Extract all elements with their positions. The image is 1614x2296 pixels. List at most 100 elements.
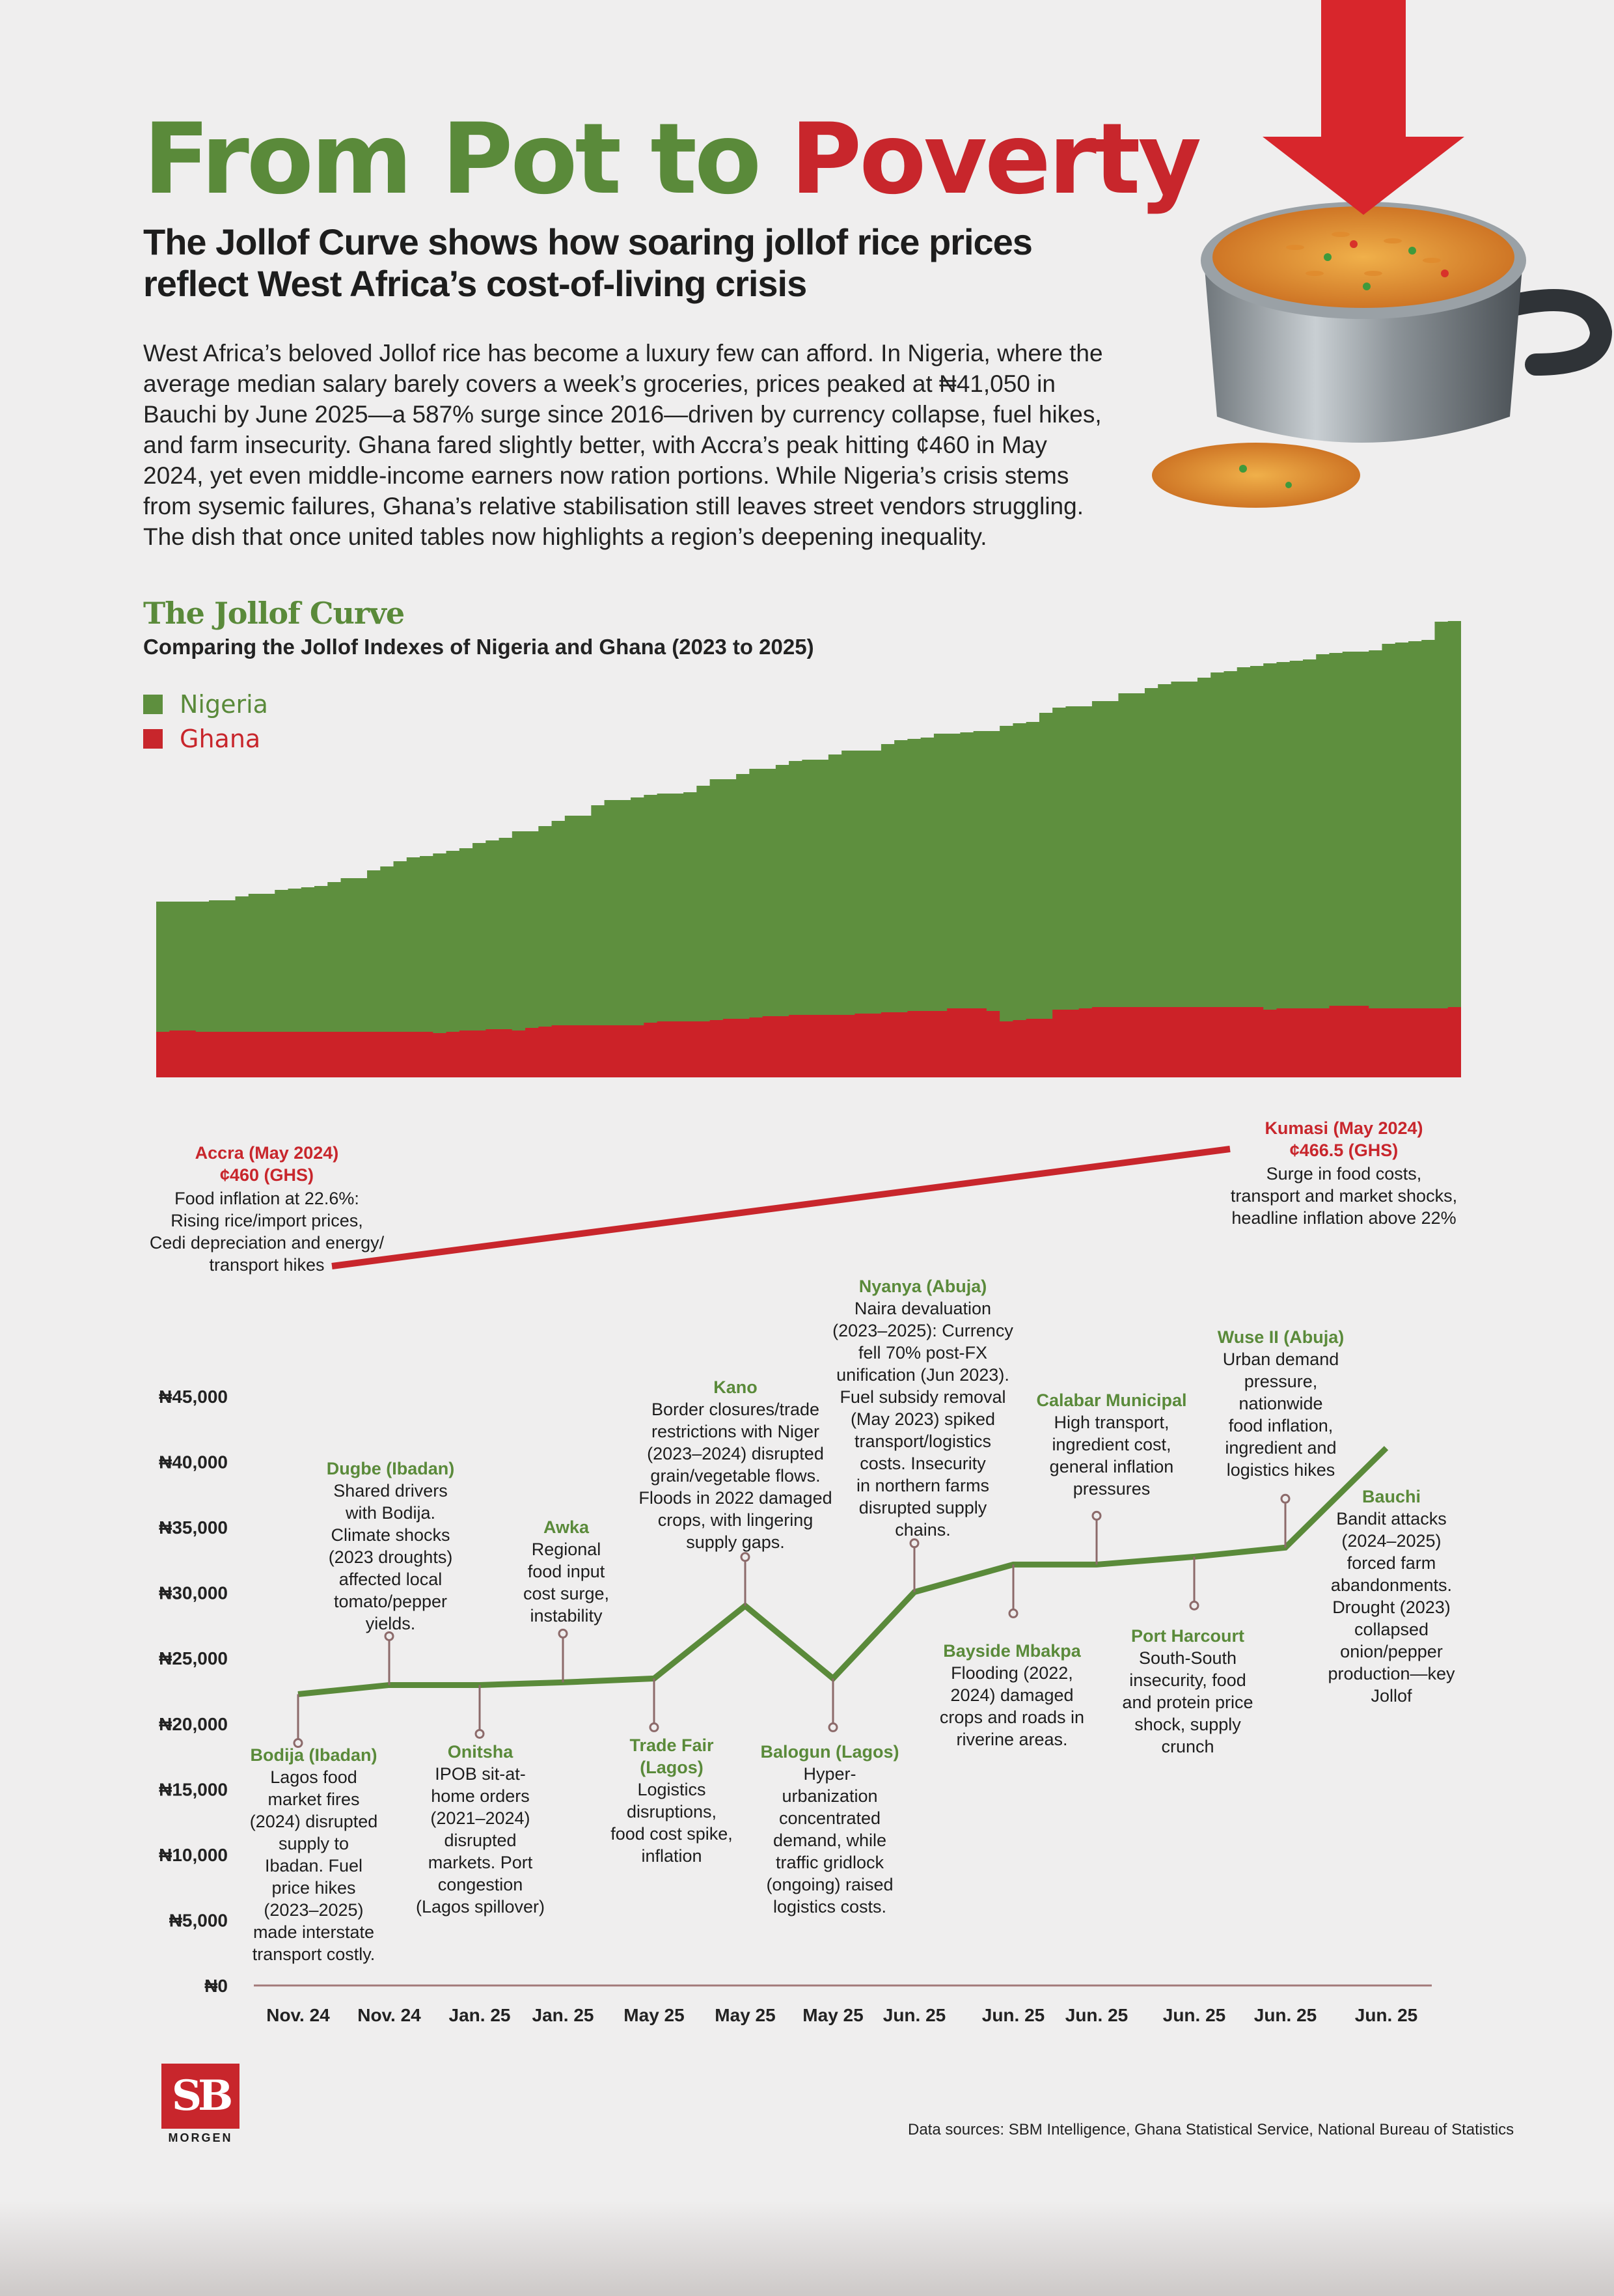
annotation-body-line: (2021–2024) [430,1808,530,1828]
annotation-body-line: (ongoing) raised [766,1875,893,1894]
x-tick-label: Jun. 25 [982,2005,1045,2025]
annotation-body-line: pressure, [1244,1372,1318,1391]
x-tick-label: Nov. 24 [357,2005,421,2025]
annotation-title: Bodija (Ibadan) [251,1745,377,1765]
annotation-body-line: (2023–2024) disrupted [647,1444,824,1463]
legend-label-nigeria: Nigeria [180,690,268,719]
ghana-point-note-line: transport hikes [209,1255,324,1275]
annotation-body-line: demand, while [773,1831,886,1850]
annotation-title: Nyanya (Abuja) [859,1277,987,1296]
x-tick-label: Nov. 24 [266,2005,330,2025]
annotation-title: Dugbe (Ibadan) [327,1459,455,1478]
annotation-body-line: Naira devaluation [855,1299,991,1318]
annotation-body-line: abandonments. [1331,1575,1452,1595]
legend-ghana: Ghana [143,725,260,753]
annotation-body-line: crops and roads in [940,1708,1084,1727]
y-tick-label: ₦15,000 [159,1779,228,1799]
annotation-body-line: Border closures/trade [651,1400,819,1419]
annotation-body-line: 2024) damaged [950,1685,1073,1705]
jollof-curve-chart: Accra (May 2024)¢460 (GHS) Food inflation… [150,621,1461,2025]
annotation-marker [558,1628,568,1639]
annotation-body-line: High transport, [1054,1413,1169,1432]
annotation-body-line: inflation [641,1846,702,1866]
y-tick-label: ₦30,000 [159,1583,228,1603]
ghana-point-note-line: headline inflation above 22% [1231,1208,1456,1228]
annotation-body-line: costs. Insecurity [860,1454,986,1473]
annotation-body-line: (2023–2025) [264,1900,363,1920]
annotation-body-line: ingredient and [1225,1438,1336,1458]
annotation-body-line: Hyper- [803,1764,856,1784]
ghana-line-chart: Accra (May 2024)¢460 (GHS) Food inflation… [150,1118,1457,1275]
area-chart [156,621,1461,1077]
ghana-point-note-line: Surge in food costs, [1266,1164,1422,1183]
x-tick-label: Jun. 25 [883,2005,946,2025]
page-title: From Pot to Poverty [143,111,1201,208]
annotation-body-line: markets. Port [428,1853,533,1872]
y-tick-label: ₦20,000 [159,1714,228,1734]
x-tick-label: Jun. 25 [1065,2005,1128,2025]
legend-label-ghana: Ghana [180,725,261,753]
chart-title: The Jollof Curve [143,596,405,631]
annotation-title: Bauchi [1362,1487,1421,1506]
annotation-body-line: Climate shocks [331,1525,450,1545]
y-tick-label: ₦35,000 [159,1517,228,1538]
x-tick-label: Jan. 25 [532,2005,594,2025]
y-tick-label: ₦5,000 [169,1910,228,1930]
annotation-title: Trade Fair [629,1736,714,1755]
annotation-body-line: Ibadan. Fuel [265,1856,362,1875]
annotation-body-line: grain/vegetable flows. [650,1466,820,1486]
annotation-body-line: shock, supply [1134,1715,1241,1734]
annotation-body-line: food input [528,1562,605,1581]
annotation-title: Port Harcourt [1131,1626,1244,1646]
annotation-body-line: and protein price [1122,1693,1253,1712]
annotation-body-line: (2023–2025): Currency [832,1321,1013,1340]
annotation-body-line: disrupted [444,1831,516,1850]
annotation-body-line: chains. [895,1520,951,1540]
data-source-note: Data sources: SBM Intelligence, Ghana St… [908,2121,1514,2138]
annotation-body-line: disrupted supply [859,1498,987,1517]
annotation-body-line: in northern farms [856,1476,989,1495]
annotation-title: (Lagos) [640,1758,704,1777]
annotation-body-line: onion/pepper [1340,1642,1443,1661]
annotation-body-line: urbanization [782,1786,877,1806]
annotation-body-line: Lagos food [270,1767,357,1787]
annotation-title: Onitsha [448,1742,513,1762]
logo-wordmark: MORGEN [168,2131,233,2144]
annotation-title: Bayside Mbakpa [943,1641,1082,1661]
nigeria-line-chart: ₦0 ₦5,000 ₦10,000 ₦15,000 ₦20,000 ₦25,000 ₦30,… [159,1277,1455,2025]
chart-subtitle: Comparing the Jollof Indexes of Nigeria … [143,635,814,659]
annotation-body-line: supply gaps. [686,1532,785,1552]
annotation-marker [740,1552,750,1562]
annotation-marker [1008,1608,1019,1618]
ghana-point-note-line: Food inflation at 22.6%: [174,1189,359,1208]
annotation-body-line: tomato/pepper [334,1592,447,1611]
annotation-body-line: ingredient cost, [1052,1435,1171,1454]
annotation-marker [384,1631,394,1641]
y-tick-label: ₦45,000 [159,1387,228,1407]
annotation-body-line: transport/logistics [855,1432,991,1451]
annotation-body-line: Floods in 2022 damaged [638,1488,832,1508]
annotation-body-line: IPOB sit-at- [435,1764,526,1784]
y-tick-label: ₦25,000 [159,1648,228,1668]
x-tick-label: May 25 [802,2005,863,2025]
annotation-body-line: yields. [366,1614,416,1633]
annotation-body-line: food cost spike, [610,1824,733,1844]
annotation-body-line: restrictions with Niger [651,1422,819,1441]
intro-paragraph: West Africa’s beloved Jollof rice has be… [143,340,1103,550]
x-tick-label: May 25 [623,2005,684,2025]
annotation-body-line: Fuel subsidy removal [840,1387,1005,1407]
ghana-point-note-line: transport and market shocks, [1231,1186,1457,1206]
annotation-marker [828,1722,838,1732]
page-subtitle: The Jollof Curve shows how soaring jollo… [143,221,1033,304]
annotation-body-line: Bandit attacks [1336,1509,1447,1528]
ghana-point-title: Accra (May 2024) [195,1143,339,1163]
ghana-point-price: ¢460 (GHS) [220,1165,314,1185]
annotation-title: Wuse II (Abuja) [1218,1327,1345,1347]
annotation-body-line: made interstate [253,1922,374,1942]
title-part-green: From Pot to [143,103,761,216]
annotation-title: Awka [543,1517,590,1537]
annotation-body-line: Shared drivers [333,1481,448,1501]
annotation-marker [474,1728,485,1739]
annotation-body-line: home orders [431,1786,530,1806]
area-series-ghana [156,1006,1461,1077]
